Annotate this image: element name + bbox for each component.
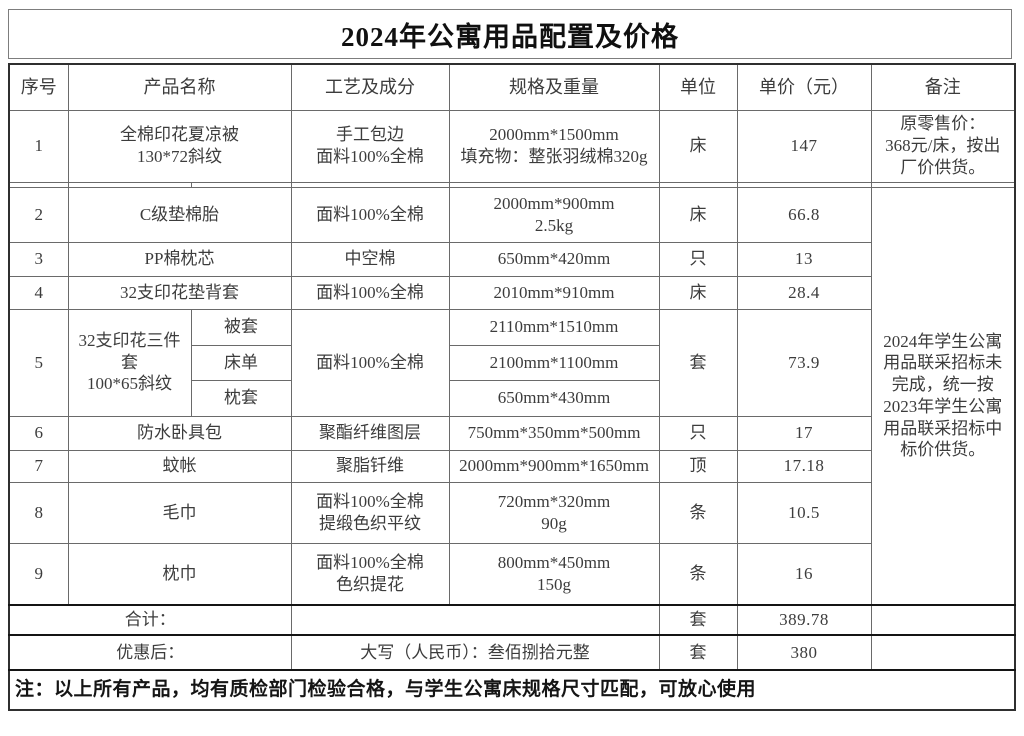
cell-spec: 2110mm*1510mm bbox=[448, 308, 660, 346]
cell-unit: 床 bbox=[658, 109, 738, 183]
total-price: 389.78 bbox=[736, 604, 872, 636]
cell-spec: 2010mm*910mm bbox=[448, 275, 660, 310]
cell-product-name: 全棉印花夏凉被 130*72斜纹 bbox=[67, 109, 292, 183]
table-row-5b: 床单 2100mm*1100mm bbox=[9, 344, 1015, 381]
cell-index: 7 bbox=[8, 449, 69, 483]
cell-unit: 条 bbox=[658, 542, 738, 606]
header-remark: 备注 bbox=[870, 63, 1016, 111]
discount-remark-empty bbox=[870, 634, 1016, 671]
cell-price: 16 bbox=[736, 542, 872, 606]
total-empty-cell bbox=[290, 604, 660, 636]
cell-craft: 面料100%全棉 bbox=[290, 275, 450, 310]
header-index: 序号 bbox=[8, 63, 69, 111]
table-row-8: 8 毛巾 面料100%全棉 提缎色织平纹 720mm*320mm 90g 条 1… bbox=[8, 481, 1015, 544]
cell-price: 10.5 bbox=[736, 481, 872, 544]
cell-product-name: 32支印花垫背套 bbox=[67, 275, 292, 310]
page-title: 2024年公寓用品配置及价格 bbox=[341, 21, 679, 52]
header-name: 产品名称 bbox=[67, 63, 292, 111]
table-row-4: 4 32支印花垫背套 面料100%全棉 2010mm*910mm 床 28.4 bbox=[8, 275, 1015, 310]
cell-index: 9 bbox=[8, 542, 69, 606]
cell-price: 147 bbox=[736, 109, 872, 183]
table-row-6: 6 防水卧具包 聚酯纤维图层 750mm*350mm*500mm 只 17 bbox=[8, 415, 1015, 451]
cell-craft: 面料100%全棉 bbox=[290, 308, 450, 417]
cell-index: 6 bbox=[8, 415, 69, 451]
cell-index: 5 bbox=[8, 308, 69, 417]
cell-index: 3 bbox=[8, 241, 69, 277]
cell-craft: 手工包边 面料100%全棉 bbox=[290, 109, 450, 183]
discount-unit: 套 bbox=[658, 634, 738, 671]
cell-spec: 2100mm*1100mm bbox=[448, 344, 660, 381]
cell-index: 1 bbox=[8, 109, 69, 183]
cell-subitem: 枕套 bbox=[190, 379, 292, 417]
cell-price: 73.9 bbox=[736, 308, 872, 417]
cell-spec: 800mm*450mm 150g bbox=[448, 542, 660, 606]
table-row-1: 1 全棉印花夏凉被 130*72斜纹 手工包边 面料100%全棉 2000mm*… bbox=[8, 109, 1016, 183]
cell-craft: 聚酯纤维图层 bbox=[290, 415, 450, 451]
discount-label: 优惠后： bbox=[8, 634, 292, 671]
cell-unit: 顶 bbox=[658, 449, 738, 483]
footnote: 注：以上所有产品，均有质检部门检验合格，与学生公寓床规格尺寸匹配，可放心使用 bbox=[8, 669, 1016, 711]
cell-product-name: 32支印花三件套 100*65斜纹 bbox=[67, 308, 192, 417]
price-table: 序号 产品名称 工艺及成分 规格及重量 单位 单价（元） 备注 1 全棉印花夏凉… bbox=[8, 63, 1016, 711]
cell-remark-row1: 原零售价： 368元/床，按出 厂价供货。 bbox=[870, 109, 1016, 183]
header-spec: 规格及重量 bbox=[448, 63, 660, 111]
cell-index: 8 bbox=[8, 481, 69, 544]
header-price: 单价（元） bbox=[736, 63, 872, 111]
cell-unit: 只 bbox=[658, 415, 738, 451]
header-row: 序号 产品名称 工艺及成分 规格及重量 单位 单价（元） 备注 bbox=[8, 63, 1016, 111]
cell-craft: 面料100%全棉 bbox=[290, 186, 450, 243]
cell-spec: 2000mm*1500mm 填充物：整张羽绒棉320g bbox=[448, 109, 660, 183]
cell-unit: 床 bbox=[658, 186, 738, 243]
total-unit: 套 bbox=[658, 604, 738, 636]
note-row: 注：以上所有产品，均有质检部门检验合格，与学生公寓床规格尺寸匹配，可放心使用 bbox=[8, 669, 1016, 711]
table-row-9: 9 枕巾 面料100%全棉 色织提花 800mm*450mm 150g 条 16 bbox=[8, 542, 1015, 606]
cell-product-name: 枕巾 bbox=[67, 542, 292, 606]
cell-craft: 面料100%全棉 提缎色织平纹 bbox=[290, 481, 450, 544]
cell-unit: 只 bbox=[658, 241, 738, 277]
cell-spec: 750mm*350mm*500mm bbox=[448, 415, 660, 451]
cell-craft: 中空棉 bbox=[290, 241, 450, 277]
cell-craft: 聚脂钎维 bbox=[290, 449, 450, 483]
cell-remark-merged: 2024年学生公寓 用品联采招标未 完成，统一按 2023年学生公寓 用品联采招… bbox=[870, 186, 1016, 606]
discount-price: 380 bbox=[736, 634, 872, 671]
cell-price: 17 bbox=[736, 415, 872, 451]
discount-amount-words: 大写（人民币）：叁佰捌拾元整 bbox=[290, 634, 660, 671]
cell-index: 2 bbox=[8, 186, 69, 243]
cell-unit: 床 bbox=[658, 275, 738, 310]
table-row-2: 2 C级垫棉胎 面料100%全棉 2000mm*900mm 2.5kg 床 66… bbox=[8, 186, 1016, 606]
table-row-5c: 枕套 650mm*430mm bbox=[9, 379, 1015, 417]
cell-spec: 650mm*420mm bbox=[448, 241, 660, 277]
total-label: 合计： bbox=[8, 604, 292, 636]
cell-product-name: 毛巾 bbox=[67, 481, 292, 544]
cell-product-name: PP棉枕芯 bbox=[67, 241, 292, 277]
table-row-3: 3 PP棉枕芯 中空棉 650mm*420mm 只 13 bbox=[8, 241, 1015, 277]
cell-craft: 面料100%全棉 色织提花 bbox=[290, 542, 450, 606]
title-box: 2024年公寓用品配置及价格 bbox=[8, 9, 1012, 59]
cell-product-name: 防水卧具包 bbox=[67, 415, 292, 451]
cell-unit: 套 bbox=[658, 308, 738, 417]
header-unit: 单位 bbox=[658, 63, 738, 111]
cell-spec: 720mm*320mm 90g bbox=[448, 481, 660, 544]
total-remark-empty bbox=[870, 604, 1016, 636]
cell-unit: 条 bbox=[658, 481, 738, 544]
cell-price: 28.4 bbox=[736, 275, 872, 310]
cell-price: 17.18 bbox=[736, 449, 872, 483]
cell-spec: 2000mm*900mm*1650mm bbox=[448, 449, 660, 483]
cell-spec: 2000mm*900mm 2.5kg bbox=[448, 186, 660, 243]
cell-spec: 650mm*430mm bbox=[448, 379, 660, 417]
cell-index: 4 bbox=[8, 275, 69, 310]
table-row-5a: 5 32支印花三件套 100*65斜纹 被套 面料100%全棉 2110mm*1… bbox=[8, 308, 1015, 417]
total-row: 合计： 套 389.78 bbox=[8, 604, 1016, 636]
cell-product-name: C级垫棉胎 bbox=[67, 186, 292, 243]
header-craft: 工艺及成分 bbox=[290, 63, 450, 111]
cell-subitem: 被套 bbox=[190, 308, 292, 346]
cell-price: 66.8 bbox=[736, 186, 872, 243]
discount-row: 优惠后： 大写（人民币）：叁佰捌拾元整 套 380 bbox=[8, 634, 1016, 671]
sheet: 2024年公寓用品配置及价格 序号 产品名称 工艺及成分 规格及重量 单位 单价… bbox=[8, 9, 1016, 711]
cell-product-name: 蚊帐 bbox=[67, 449, 292, 483]
cell-subitem: 床单 bbox=[190, 344, 292, 381]
cell-price: 13 bbox=[736, 241, 872, 277]
table-row-7: 7 蚊帐 聚脂钎维 2000mm*900mm*1650mm 顶 17.18 bbox=[8, 449, 1015, 483]
